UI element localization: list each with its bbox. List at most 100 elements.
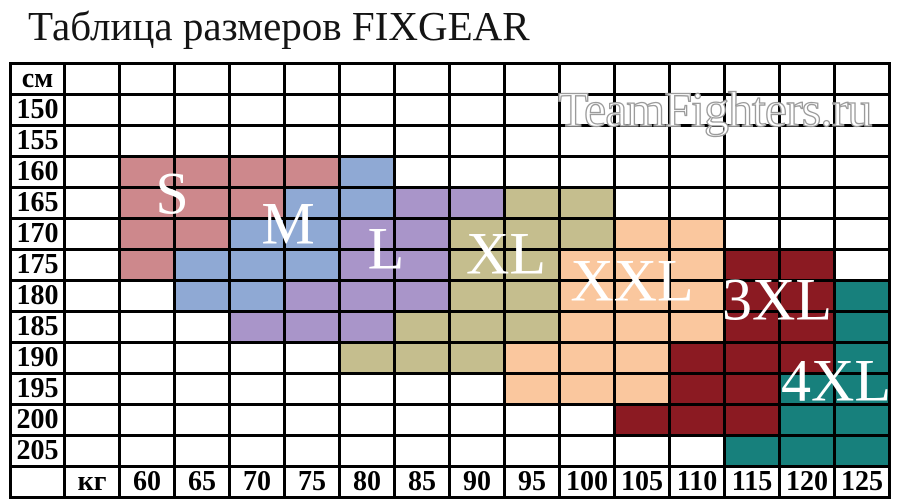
- grid-cell: [778, 279, 836, 313]
- grid-cell: [723, 124, 781, 158]
- weight-label: 95: [503, 465, 561, 499]
- empty-cell: [338, 62, 396, 96]
- grid-cell: [173, 124, 231, 158]
- grid-cell: [503, 124, 561, 158]
- grid-cell: [173, 217, 231, 251]
- spacer-cell: [63, 93, 121, 127]
- grid-cell: [833, 279, 891, 313]
- grid-cell: [338, 155, 396, 189]
- grid-cell: [833, 124, 891, 158]
- height-label: 150: [9, 93, 66, 127]
- height-label: 190: [9, 341, 66, 375]
- grid-cell: [338, 279, 396, 313]
- spacer-cell: [63, 217, 121, 251]
- weight-label: 100: [558, 465, 616, 499]
- height-row-180: 180: [9, 279, 891, 313]
- grid-cell: [613, 310, 671, 344]
- grid-cell: [558, 186, 616, 220]
- spacer-cell: [63, 279, 121, 313]
- grid-cell: [228, 248, 286, 282]
- height-label: 185: [9, 310, 66, 344]
- grid-cell: [723, 310, 781, 344]
- grid-cell: [448, 217, 506, 251]
- height-label: 205: [9, 434, 66, 468]
- grid-cell: [338, 434, 396, 468]
- empty-cell: [448, 62, 506, 96]
- spacer-cell: [63, 403, 121, 437]
- height-row-170: 170: [9, 217, 891, 251]
- grid-cell: [118, 403, 176, 437]
- grid-cell: [503, 310, 561, 344]
- grid-cell: [448, 403, 506, 437]
- spacer-cell: [63, 372, 121, 406]
- grid-cell: [448, 279, 506, 313]
- grid-cell: [283, 93, 341, 127]
- grid-cell: [613, 341, 671, 375]
- grid-cell: [118, 217, 176, 251]
- grid-cell: [778, 124, 836, 158]
- height-row-160: 160: [9, 155, 891, 189]
- grid-cell: [558, 372, 616, 406]
- grid-cell: [338, 403, 396, 437]
- grid-cell: [668, 217, 726, 251]
- grid-cell: [503, 186, 561, 220]
- grid-cell: [833, 403, 891, 437]
- grid-cell: [833, 248, 891, 282]
- grid-cell: [558, 310, 616, 344]
- weight-label: 125: [833, 465, 891, 499]
- height-label: 175: [9, 248, 66, 282]
- grid-cell: [283, 248, 341, 282]
- grid-cell: [173, 186, 231, 220]
- grid-cell: [118, 155, 176, 189]
- spacer-cell: [63, 310, 121, 344]
- grid-cell: [503, 372, 561, 406]
- grid-cell: [613, 372, 671, 406]
- grid-cell: [228, 403, 286, 437]
- unit-label-cm: см: [9, 62, 66, 96]
- grid-cell: [448, 155, 506, 189]
- grid-cell: [283, 186, 341, 220]
- grid-cell: [833, 434, 891, 468]
- grid-cell: [558, 403, 616, 437]
- grid-cell: [778, 403, 836, 437]
- grid-cell: [668, 155, 726, 189]
- grid-cell: [448, 124, 506, 158]
- grid-cell: [613, 186, 671, 220]
- grid-cell: [173, 93, 231, 127]
- grid-cell: [393, 124, 451, 158]
- grid-cell: [228, 217, 286, 251]
- grid-cell: [338, 124, 396, 158]
- empty-cell: [668, 62, 726, 96]
- grid-cell: [118, 186, 176, 220]
- grid-cell: [393, 434, 451, 468]
- grid-cell: [723, 155, 781, 189]
- grid-cell: [283, 310, 341, 344]
- grid-cell: [503, 93, 561, 127]
- grid-cell: [448, 372, 506, 406]
- height-row-165: 165: [9, 186, 891, 220]
- spacer-cell: [63, 155, 121, 189]
- grid-cell: [668, 124, 726, 158]
- grid-cell: [833, 186, 891, 220]
- grid-cell: [723, 279, 781, 313]
- grid-cell: [118, 434, 176, 468]
- grid-cell: [503, 341, 561, 375]
- empty-cell: [118, 62, 176, 96]
- size-chart: см 150 155 160 165 170 175 180 185 190 195 200 205 кг…: [9, 62, 891, 499]
- grid-cell: [283, 124, 341, 158]
- grid-cell: [228, 155, 286, 189]
- grid-cell: [668, 341, 726, 375]
- grid-cell: [558, 279, 616, 313]
- height-row-175: 175: [9, 248, 891, 282]
- grid-cell: [503, 279, 561, 313]
- grid-cell: [118, 124, 176, 158]
- grid-cell: [778, 310, 836, 344]
- grid-cell: [173, 403, 231, 437]
- empty-cell: [833, 62, 891, 96]
- grid-cell: [393, 279, 451, 313]
- grid-cell: [723, 248, 781, 282]
- grid-cell: [503, 434, 561, 468]
- grid-cell: [613, 248, 671, 282]
- grid-cell: [228, 310, 286, 344]
- grid-cell: [558, 124, 616, 158]
